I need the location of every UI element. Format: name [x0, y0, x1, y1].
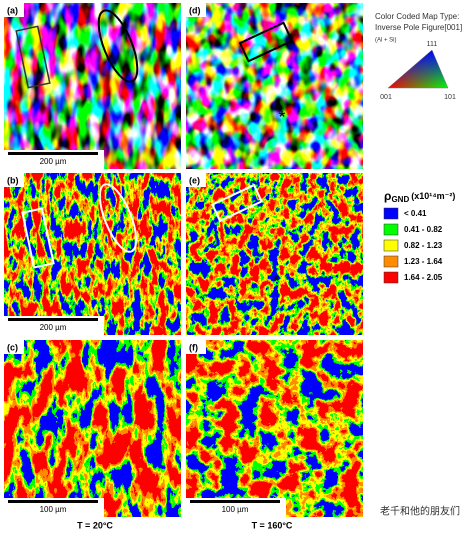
legend-label: 1.23 - 1.64 [404, 257, 443, 266]
legend-label: 0.41 - 0.82 [404, 225, 443, 234]
gnd-legend: ρGND (x10¹⁴m⁻²) < 0.41 0.41 - 0.82 0.82 - 1… [383, 189, 455, 284]
panel-label: (e) [189, 175, 200, 185]
scale-bar-label: 200 µm [40, 157, 67, 166]
panel-label: (c) [7, 342, 18, 352]
caption: T = 20°C [77, 520, 113, 530]
legend-title: Color Coded Map Type: [375, 12, 459, 21]
panel-label: (a) [7, 5, 18, 15]
panel-label: (f) [189, 342, 198, 352]
legend-swatch [383, 223, 399, 236]
micrograph [186, 340, 363, 517]
ipf-triangle-overlay [387, 49, 449, 89]
panel-label-box [186, 340, 206, 354]
ipf-legend: Color Coded Map Type: Inverse Pole Figur… [375, 12, 462, 101]
rect-annotation [15, 25, 51, 89]
scale-bar [8, 152, 98, 155]
legend-phase: (Al + Si) [375, 38, 397, 44]
scale-bar [8, 500, 98, 503]
legend-label: 0.82 - 1.23 [404, 241, 443, 250]
panel-label: (b) [7, 175, 19, 185]
marker: * [273, 273, 280, 290]
rect-annotation [21, 207, 55, 269]
watermark: 老千和他的朋友们 [380, 505, 460, 518]
scale-bar-label: 100 µm [222, 505, 249, 514]
scale-bar-label: 100 µm [40, 505, 67, 514]
legend-label: < 0.41 [404, 209, 427, 218]
rect-annotation [238, 21, 294, 63]
legend-subtitle: Inverse Pole Figure[001] [375, 23, 462, 32]
panel-label-box [4, 340, 24, 354]
rect-annotation [211, 183, 263, 223]
legend-unit: (x10¹⁴m⁻²) [411, 191, 455, 201]
scale-bar [8, 318, 98, 321]
legend-subscript: GND [391, 195, 409, 204]
legend-title: ρGND (x10¹⁴m⁻²) [384, 189, 455, 204]
legend-label: 1.64 - 2.05 [404, 273, 443, 282]
corner-label: 101 [444, 94, 456, 101]
micrograph [186, 173, 363, 335]
caption: T = 160°C [252, 520, 293, 530]
panel-label-box [4, 3, 24, 17]
legend-swatch [383, 271, 399, 284]
scale-bar [190, 500, 280, 503]
micrograph [186, 3, 363, 169]
micrograph [4, 340, 181, 517]
ellipse-annotation [97, 9, 139, 83]
panel-label-box [186, 173, 206, 187]
marker: * [279, 109, 286, 126]
legend-swatch [383, 255, 399, 268]
legend-symbol: ρ [384, 189, 391, 203]
panel-label-box [4, 173, 24, 187]
annotations [15, 9, 294, 269]
panel-label: (d) [189, 5, 201, 15]
panel-label-box [186, 3, 206, 17]
legend-swatch [383, 239, 399, 252]
corner-label: 001 [380, 94, 392, 101]
micrograph [4, 173, 181, 335]
legend-swatch [383, 207, 399, 220]
ellipse-annotation [98, 183, 138, 253]
scale-bar-label: 200 µm [40, 323, 67, 332]
corner-label: 111 [427, 41, 438, 48]
